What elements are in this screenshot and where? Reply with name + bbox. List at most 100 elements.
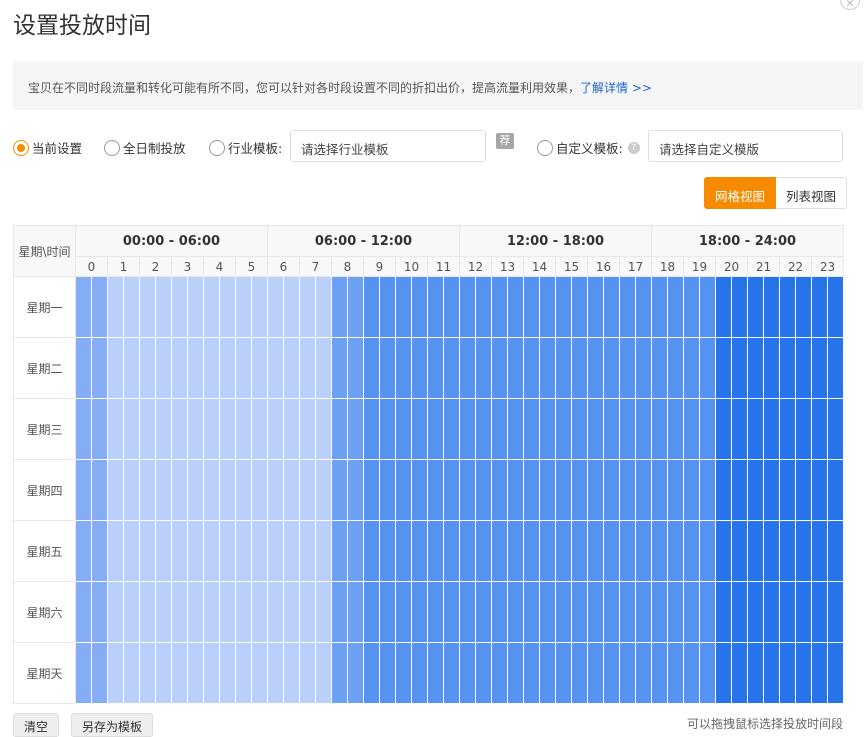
time-slot-cell[interactable]: [619, 276, 636, 338]
time-slot-cell[interactable]: [427, 642, 444, 704]
time-slot-cell[interactable]: [715, 337, 732, 399]
time-slot-cell[interactable]: [267, 642, 284, 704]
time-slot-cell[interactable]: [107, 520, 124, 582]
time-slot-cell[interactable]: [491, 337, 508, 399]
time-slot-cell[interactable]: [331, 581, 348, 643]
time-slot-cell[interactable]: [475, 337, 492, 399]
time-slot-cell[interactable]: [603, 276, 620, 338]
time-slot-cell[interactable]: [235, 459, 252, 521]
time-slot-cell[interactable]: [171, 459, 188, 521]
time-slot-cell[interactable]: [123, 520, 140, 582]
time-slot-cell[interactable]: [747, 276, 764, 338]
time-slot-cell[interactable]: [203, 398, 220, 460]
time-slot-cell[interactable]: [715, 581, 732, 643]
time-slot-cell[interactable]: [139, 520, 156, 582]
time-slot-cell[interactable]: [603, 398, 620, 460]
time-slot-cell[interactable]: [491, 520, 508, 582]
time-slot-cell[interactable]: [603, 581, 620, 643]
time-slot-cell[interactable]: [587, 581, 604, 643]
time-slot-cell[interactable]: [731, 581, 748, 643]
time-slot-cell[interactable]: [139, 459, 156, 521]
time-slot-cell[interactable]: [91, 520, 108, 582]
time-slot-cell[interactable]: [811, 398, 828, 460]
time-slot-cell[interactable]: [363, 520, 380, 582]
time-slot-cell[interactable]: [235, 642, 252, 704]
time-slot-cell[interactable]: [475, 520, 492, 582]
time-slot-cell[interactable]: [475, 276, 492, 338]
time-slot-cell[interactable]: [555, 520, 572, 582]
time-slot-cell[interactable]: [763, 581, 780, 643]
time-slot-cell[interactable]: [619, 337, 636, 399]
time-slot-cell[interactable]: [491, 398, 508, 460]
time-slot-cell[interactable]: [411, 276, 428, 338]
time-slot-cell[interactable]: [395, 337, 412, 399]
time-slot-cell[interactable]: [763, 276, 780, 338]
time-slot-cell[interactable]: [715, 398, 732, 460]
time-slot-cell[interactable]: [619, 520, 636, 582]
time-slot-cell[interactable]: [443, 459, 460, 521]
time-slot-cell[interactable]: [331, 276, 348, 338]
time-slot-cell[interactable]: [75, 581, 92, 643]
time-slot-cell[interactable]: [75, 642, 92, 704]
time-slot-cell[interactable]: [555, 398, 572, 460]
time-slot-cell[interactable]: [171, 276, 188, 338]
time-slot-cell[interactable]: [811, 642, 828, 704]
time-slot-cell[interactable]: [619, 398, 636, 460]
time-slot-cell[interactable]: [827, 459, 844, 521]
time-slot-cell[interactable]: [667, 581, 684, 643]
time-slot-cell[interactable]: [747, 520, 764, 582]
time-slot-cell[interactable]: [427, 276, 444, 338]
time-slot-cell[interactable]: [107, 459, 124, 521]
time-slot-cell[interactable]: [539, 337, 556, 399]
time-slot-cell[interactable]: [411, 337, 428, 399]
time-slot-cell[interactable]: [731, 642, 748, 704]
time-slot-cell[interactable]: [603, 337, 620, 399]
time-slot-cell[interactable]: [539, 642, 556, 704]
time-slot-cell[interactable]: [667, 337, 684, 399]
recommend-badge[interactable]: 荐: [496, 133, 514, 149]
time-slot-cell[interactable]: [219, 276, 236, 338]
time-slot-cell[interactable]: [763, 459, 780, 521]
time-slot-cell[interactable]: [779, 276, 796, 338]
time-slot-cell[interactable]: [635, 276, 652, 338]
time-slot-cell[interactable]: [427, 520, 444, 582]
time-slot-cell[interactable]: [443, 642, 460, 704]
time-slot-cell[interactable]: [187, 520, 204, 582]
time-slot-cell[interactable]: [731, 520, 748, 582]
time-slot-cell[interactable]: [187, 276, 204, 338]
time-slot-cell[interactable]: [443, 520, 460, 582]
time-slot-cell[interactable]: [491, 642, 508, 704]
time-slot-cell[interactable]: [827, 642, 844, 704]
time-slot-cell[interactable]: [555, 459, 572, 521]
time-slot-cell[interactable]: [507, 520, 524, 582]
time-slot-cell[interactable]: [235, 520, 252, 582]
time-slot-cell[interactable]: [219, 642, 236, 704]
time-slot-cell[interactable]: [347, 337, 364, 399]
time-slot-cell[interactable]: [795, 276, 812, 338]
list-view-button[interactable]: 列表视图: [776, 177, 848, 209]
time-slot-cell[interactable]: [635, 520, 652, 582]
time-slot-cell[interactable]: [555, 337, 572, 399]
time-slot-cell[interactable]: [219, 398, 236, 460]
time-slot-cell[interactable]: [779, 520, 796, 582]
time-slot-cell[interactable]: [795, 459, 812, 521]
time-slot-cell[interactable]: [123, 581, 140, 643]
time-slot-cell[interactable]: [747, 581, 764, 643]
clear-button[interactable]: 清空: [13, 713, 60, 737]
time-slot-cell[interactable]: [795, 398, 812, 460]
industry-template-select[interactable]: 请选择行业模板: [290, 130, 486, 162]
time-slot-cell[interactable]: [795, 520, 812, 582]
time-slot-cell[interactable]: [683, 337, 700, 399]
time-slot-cell[interactable]: [395, 398, 412, 460]
time-slot-cell[interactable]: [651, 459, 668, 521]
time-slot-cell[interactable]: [379, 337, 396, 399]
time-slot-cell[interactable]: [699, 337, 716, 399]
time-slot-cell[interactable]: [507, 581, 524, 643]
radio-current[interactable]: 当前设置: [13, 138, 82, 157]
time-slot-cell[interactable]: [827, 520, 844, 582]
time-slot-cell[interactable]: [619, 581, 636, 643]
time-slot-cell[interactable]: [587, 398, 604, 460]
time-slot-cell[interactable]: [379, 581, 396, 643]
time-slot-cell[interactable]: [555, 581, 572, 643]
time-slot-cell[interactable]: [283, 276, 300, 338]
